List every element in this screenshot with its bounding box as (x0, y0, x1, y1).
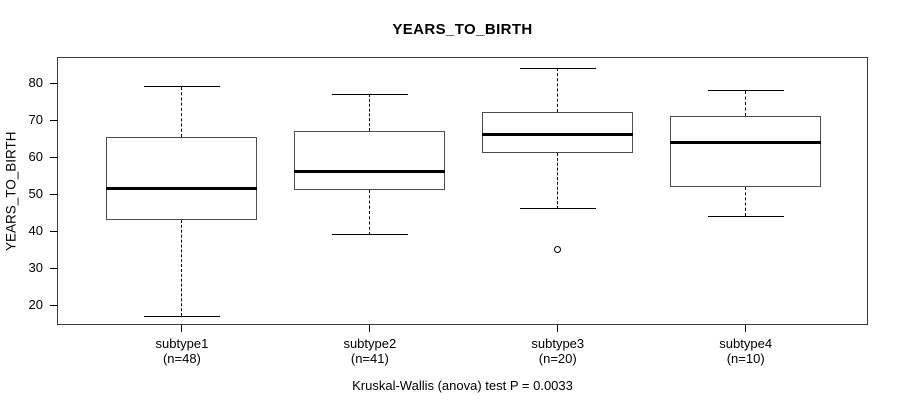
upper-whisker (369, 94, 371, 132)
median-line (670, 140, 822, 144)
category-count: (n=20) (538, 351, 577, 366)
whisker-cap-top (707, 90, 784, 92)
y-tick-label: 40 (28, 223, 43, 239)
upper-whisker (181, 86, 183, 137)
y-tick-label: 30 (28, 260, 43, 276)
chart-title: YEARS_TO_BIRTH (392, 21, 533, 38)
median-line (482, 133, 634, 137)
category-count: (n=10) (726, 351, 765, 366)
y-tick-label: 80 (28, 75, 43, 91)
category-count: (n=48) (162, 351, 201, 366)
y-tick-label: 60 (28, 149, 43, 165)
category-label: subtype2 (343, 336, 397, 351)
x-tick-label: subtype1 (n=48) (92, 336, 272, 366)
y-tick-label: 50 (28, 186, 43, 202)
outlier-point (554, 246, 562, 254)
y-tick-mark (50, 119, 58, 121)
y-tick-label: 20 (28, 297, 43, 313)
lower-whisker (557, 153, 559, 209)
box (294, 131, 446, 191)
upper-whisker (557, 68, 559, 112)
x-tick-mark (745, 325, 747, 332)
y-tick-mark (50, 156, 58, 158)
lower-whisker (369, 190, 371, 235)
x-tick-mark (557, 325, 559, 332)
whisker-cap-top (143, 86, 220, 88)
y-tick-mark (50, 82, 58, 84)
box (106, 136, 258, 220)
x-tick-label: subtype4 (n=10) (656, 336, 836, 366)
box (670, 116, 822, 187)
lower-whisker (745, 186, 747, 217)
x-tick-mark (369, 325, 371, 332)
whisker-cap-bottom (519, 208, 596, 210)
whisker-cap-top (331, 93, 408, 95)
y-tick-mark (50, 304, 58, 306)
x-tick-label: subtype2 (n=41) (280, 336, 460, 366)
y-tick-mark (50, 230, 58, 232)
median-line (294, 170, 446, 174)
median-line (106, 187, 258, 191)
x-tick-label: subtype3 (n=20) (468, 336, 648, 366)
category-label: subtype1 (155, 336, 209, 351)
lower-whisker (181, 219, 183, 317)
y-tick-label: 70 (28, 112, 43, 128)
whisker-cap-bottom (707, 215, 784, 217)
whisker-cap-bottom (143, 315, 220, 317)
whisker-cap-top (519, 67, 596, 69)
y-tick-mark (50, 193, 58, 195)
whisker-cap-bottom (331, 234, 408, 236)
upper-whisker (745, 90, 747, 117)
box (482, 111, 634, 154)
category-count: (n=41) (350, 351, 389, 366)
y-tick-mark (50, 267, 58, 269)
category-label: subtype3 (531, 336, 585, 351)
x-tick-mark (181, 325, 183, 332)
plot-area: 20 30 40 50 60 70 80 subtype1 (n=48) subtype2 (n=4… (29, 57, 868, 366)
stat-test-note: Kruskal-Wallis (anova) test P = 0.0033 (352, 378, 573, 393)
category-label: subtype4 (719, 336, 773, 351)
